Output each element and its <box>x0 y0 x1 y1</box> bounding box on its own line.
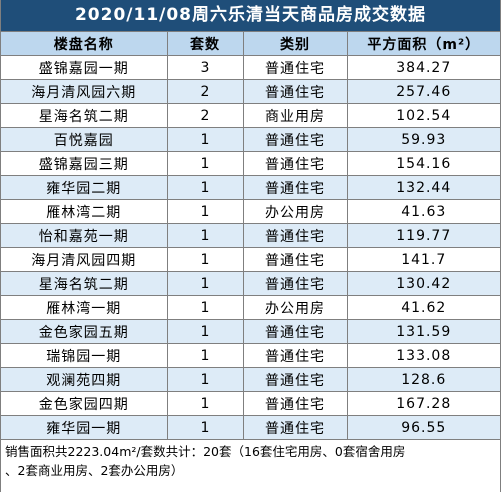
table-row: 百悦嘉园 1 普通住宅 59.93 <box>1 127 500 152</box>
cell-count: 1 <box>166 223 244 248</box>
cell-area: 257.46 <box>346 79 500 104</box>
cell-count: 2 <box>166 79 244 104</box>
header-row: 楼盘名称 套数 类别 平方面积（m²） <box>1 32 500 56</box>
cell-count: 1 <box>166 199 244 224</box>
cell-count: 1 <box>166 415 244 440</box>
table-row: 观澜苑四期 1 普通住宅 128.6 <box>1 367 500 392</box>
report-title: 2020/11/08周六乐清当天商品房成交数据 <box>1 0 500 32</box>
cell-type: 普通住宅 <box>242 247 348 272</box>
cell-name: 雍华园一期 <box>1 415 168 440</box>
cell-area: 131.59 <box>346 319 500 344</box>
cell-name: 星海名筑二期 <box>1 271 168 296</box>
cell-count: 2 <box>166 103 244 128</box>
cell-name: 雁林湾二期 <box>1 199 168 224</box>
table-row: 金色家园四期 1 普通住宅 167.28 <box>1 391 500 416</box>
cell-name: 怡和嘉苑一期 <box>1 223 168 248</box>
header-type: 类别 <box>242 32 348 56</box>
cell-name: 盛锦嘉园一期 <box>1 55 168 80</box>
cell-type: 普通住宅 <box>242 367 348 392</box>
cell-count: 1 <box>166 151 244 176</box>
cell-area: 96.55 <box>346 415 500 440</box>
table-row: 雍华园一期 1 普通住宅 96.55 <box>1 415 500 440</box>
cell-area: 154.16 <box>346 151 500 176</box>
cell-area: 167.28 <box>346 391 500 416</box>
cell-name: 盛锦嘉园三期 <box>1 151 168 176</box>
header-name: 楼盘名称 <box>1 32 168 56</box>
table-row: 瑞锦园一期 1 普通住宅 133.08 <box>1 343 500 368</box>
cell-area: 128.6 <box>346 367 500 392</box>
cell-type: 办公用房 <box>242 295 348 320</box>
cell-count: 1 <box>166 271 244 296</box>
cell-name: 百悦嘉园 <box>1 127 168 152</box>
table-row: 海月清风园四期 1 普通住宅 141.7 <box>1 247 500 272</box>
header-count: 套数 <box>166 32 244 56</box>
cell-count: 1 <box>166 343 244 368</box>
cell-name: 观澜苑四期 <box>1 367 168 392</box>
cell-area: 132.44 <box>346 175 500 200</box>
cell-area: 141.7 <box>346 247 500 272</box>
cell-name: 雁林湾一期 <box>1 295 168 320</box>
cell-area: 59.93 <box>346 127 500 152</box>
table-row: 星海名筑二期 2 商业用房 102.54 <box>1 103 500 128</box>
table-row: 盛锦嘉园三期 1 普通住宅 154.16 <box>1 151 500 176</box>
table-row: 星海名筑二期 1 普通住宅 130.42 <box>1 271 500 296</box>
cell-type: 普通住宅 <box>242 127 348 152</box>
cell-count: 1 <box>166 319 244 344</box>
table-row: 雁林湾一期 1 办公用房 41.62 <box>1 295 500 320</box>
cell-type: 普通住宅 <box>242 343 348 368</box>
cell-name: 金色家园五期 <box>1 319 168 344</box>
table-row: 雍华园二期 1 普通住宅 132.44 <box>1 175 500 200</box>
table-body: 盛锦嘉园一期 3 普通住宅 384.27 海月清风园六期 2 普通住宅 257.46 星海名筑二… <box>1 55 500 440</box>
cell-name: 星海名筑二期 <box>1 103 168 128</box>
sales-table: 楼盘名称 套数 类别 平方面积（m²） 盛锦嘉园一期 3 普通住宅 384.27 海月清… <box>1 32 500 440</box>
table-row: 金色家园五期 1 普通住宅 131.59 <box>1 319 500 344</box>
table-row: 盛锦嘉园一期 3 普通住宅 384.27 <box>1 55 500 80</box>
cell-count: 1 <box>166 295 244 320</box>
table-row: 雁林湾二期 1 办公用房 41.63 <box>1 199 500 224</box>
cell-type: 普通住宅 <box>242 55 348 80</box>
cell-type: 普通住宅 <box>242 271 348 296</box>
cell-name: 海月清风园六期 <box>1 79 168 104</box>
summary-line-2: 、2套商业用房、2套办公用房） <box>5 463 184 478</box>
cell-area: 41.63 <box>346 199 500 224</box>
cell-type: 普通住宅 <box>242 79 348 104</box>
cell-type: 普通住宅 <box>242 391 348 416</box>
cell-name: 金色家园四期 <box>1 391 168 416</box>
cell-name: 海月清风园四期 <box>1 247 168 272</box>
cell-type: 普通住宅 <box>242 223 348 248</box>
summary-note: 销售面积共2223.04m²/套数共计：20套（16套住宅用房、0套宿舍用房 、… <box>1 440 500 480</box>
cell-name: 雍华园二期 <box>1 175 168 200</box>
cell-area: 384.27 <box>346 55 500 80</box>
cell-count: 1 <box>166 127 244 152</box>
cell-area: 119.77 <box>346 223 500 248</box>
cell-type: 普通住宅 <box>242 151 348 176</box>
cell-name: 瑞锦园一期 <box>1 343 168 368</box>
header-area: 平方面积（m²） <box>346 32 500 56</box>
cell-type: 普通住宅 <box>242 319 348 344</box>
cell-count: 1 <box>166 175 244 200</box>
table-row: 怡和嘉苑一期 1 普通住宅 119.77 <box>1 223 500 248</box>
cell-count: 1 <box>166 367 244 392</box>
cell-area: 133.08 <box>346 343 500 368</box>
cell-area: 41.62 <box>346 295 500 320</box>
cell-type: 商业用房 <box>242 103 348 128</box>
cell-area: 102.54 <box>346 103 500 128</box>
cell-count: 1 <box>166 391 244 416</box>
cell-count: 1 <box>166 247 244 272</box>
cell-type: 普通住宅 <box>242 175 348 200</box>
cell-type: 办公用房 <box>242 199 348 224</box>
cell-type: 普通住宅 <box>242 415 348 440</box>
table-row: 海月清风园六期 2 普通住宅 257.46 <box>1 79 500 104</box>
cell-count: 3 <box>166 55 244 80</box>
summary-line-1: 销售面积共2223.04m²/套数共计：20套（16套住宅用房、0套宿舍用房 <box>5 444 406 459</box>
cell-area: 130.42 <box>346 271 500 296</box>
